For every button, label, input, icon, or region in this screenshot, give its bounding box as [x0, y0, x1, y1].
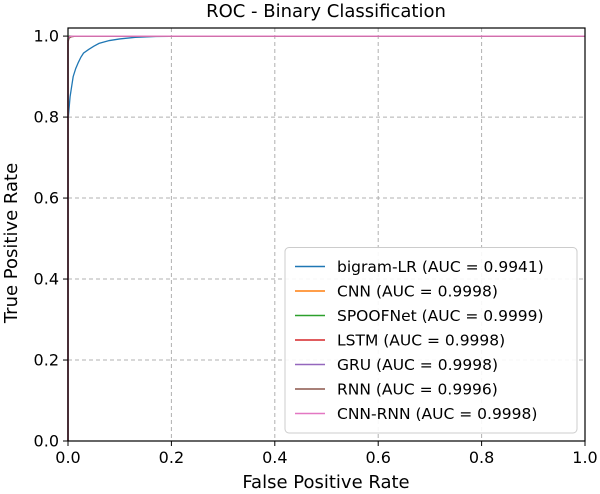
y-tick-label: 0.2 [34, 351, 59, 370]
y-axis-label: True Positive Rate [1, 163, 22, 324]
legend: bigram-LR (AUC = 0.9941) CNN (AUC = 0.999… [284, 247, 578, 434]
chart-title: ROC - Binary Classification [206, 1, 446, 22]
x-tick-label: 0.8 [469, 448, 494, 467]
y-tick-label: 1.0 [34, 27, 59, 46]
y-tick-label: 0.6 [34, 189, 59, 208]
x-tick-label: 0.0 [55, 448, 80, 467]
x-tick-label: 1.0 [572, 448, 597, 467]
y-tick-label: 0.8 [34, 108, 59, 127]
x-axis-label: False Positive Rate [242, 472, 409, 493]
x-tick-label: 0.4 [262, 448, 287, 467]
legend-box [284, 247, 578, 434]
y-tick-label: 0.0 [34, 432, 59, 451]
legend-label-gru: GRU (AUC = 0.9998) [337, 356, 498, 374]
axis-ticks: 0.0 0.2 0.4 0.6 0.8 1.0 0.0 0.2 0.4 0.6 0.8 1.0 [34, 27, 598, 467]
legend-label-cnn-rnn: CNN-RNN (AUC = 0.9998) [337, 405, 537, 423]
legend-label-rnn: RNN (AUC = 0.9996) [337, 381, 498, 399]
legend-label-spoofnet: SPOOFNet (AUC = 0.9999) [337, 307, 544, 325]
y-tick-label: 0.4 [34, 270, 59, 289]
legend-label-lstm: LSTM (AUC = 0.9998) [337, 332, 505, 350]
legend-label-cnn: CNN (AUC = 0.9998) [337, 283, 498, 301]
legend-label-bigram-lr: bigram-LR (AUC = 0.9941) [337, 258, 544, 276]
plot-frame [67, 27, 586, 442]
x-tick-label: 0.6 [365, 448, 390, 467]
x-tick-label: 0.2 [159, 448, 184, 467]
